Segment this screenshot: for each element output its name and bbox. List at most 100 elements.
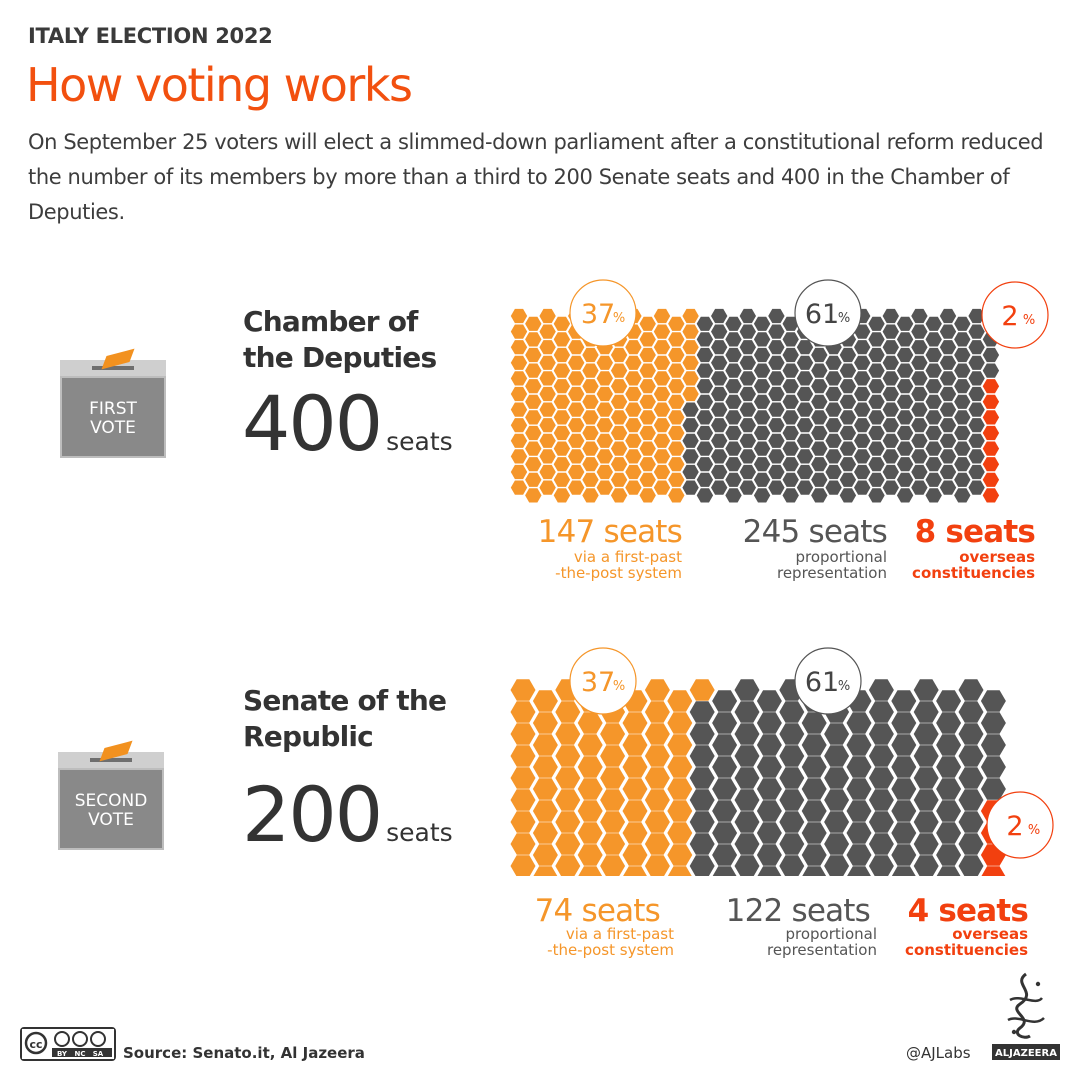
seat-hex xyxy=(712,822,738,844)
seat-hex xyxy=(555,833,581,855)
seat-hex xyxy=(925,457,942,472)
seat-hex xyxy=(696,472,714,487)
seat-hex xyxy=(639,472,656,487)
seat-hex xyxy=(510,833,536,855)
seat-hex xyxy=(539,324,556,339)
seat-hex xyxy=(796,371,814,386)
seat-hex xyxy=(846,734,872,756)
seat-hex xyxy=(756,844,782,866)
seat-hex xyxy=(753,425,771,441)
seat-hex xyxy=(839,394,857,409)
seat-hex xyxy=(625,371,642,386)
seat-hex xyxy=(553,488,571,503)
seat-hex xyxy=(568,371,585,386)
seat-hex xyxy=(825,464,842,480)
seat-hex xyxy=(811,379,828,394)
seat-hex xyxy=(768,464,785,480)
seat-hex xyxy=(711,418,728,433)
seat-hex xyxy=(510,745,536,767)
seat-hex xyxy=(725,379,742,394)
seat-hex xyxy=(712,866,737,876)
seat-hex xyxy=(711,340,728,355)
seat-hex xyxy=(610,379,628,394)
seat-hex xyxy=(854,324,871,339)
seat-hex xyxy=(779,745,805,767)
seat-hex xyxy=(768,449,785,464)
seat-hex xyxy=(725,332,742,347)
seat-hex xyxy=(911,418,928,433)
seat-hex xyxy=(839,379,857,394)
seat-hex xyxy=(882,308,899,324)
seat-hex xyxy=(668,363,685,378)
ballot-box-body xyxy=(58,768,164,850)
seat-hex xyxy=(539,355,556,370)
seat-hex xyxy=(625,355,642,370)
seat-hex xyxy=(639,379,656,394)
seat-hex xyxy=(968,371,985,386)
seat-hex xyxy=(825,355,842,370)
seat-hex xyxy=(868,379,885,394)
seat-hex xyxy=(667,800,693,822)
seat-hex xyxy=(939,371,957,386)
seat-hex xyxy=(539,308,556,324)
seat-hex xyxy=(639,316,656,331)
seat-hex xyxy=(882,371,899,386)
seat-hex xyxy=(625,464,642,480)
seat-hex xyxy=(796,464,814,480)
seat-hex xyxy=(911,480,928,495)
seat-hex xyxy=(667,734,693,756)
svg-text:37: 37 xyxy=(581,299,615,330)
seat-hex xyxy=(756,756,782,778)
seat-hex xyxy=(622,844,648,866)
seat-hex xyxy=(596,386,613,402)
seat-hex xyxy=(668,379,685,394)
seat-hex xyxy=(982,441,1000,456)
seat-hex xyxy=(913,701,939,723)
seat-hex xyxy=(801,712,827,734)
seat-hex xyxy=(739,433,756,448)
seat-hex xyxy=(712,690,738,712)
seat-hex xyxy=(539,386,556,402)
seat-hex xyxy=(925,472,942,487)
seat-hex xyxy=(510,789,536,811)
seat-hex xyxy=(682,464,699,480)
seat-hex xyxy=(553,332,571,347)
seat-hex xyxy=(825,449,842,464)
seat-hex xyxy=(568,386,585,402)
percent-badge: 2 % xyxy=(981,281,1049,349)
seat-hex xyxy=(925,441,942,456)
seat-hex xyxy=(553,457,571,472)
seat-hex xyxy=(981,866,1006,876)
seat-hex xyxy=(622,712,648,734)
seat-hex xyxy=(532,822,558,844)
seat-hex xyxy=(725,410,742,425)
seat-hex xyxy=(510,701,536,723)
seat-hex xyxy=(667,756,693,778)
seat-hex xyxy=(568,418,585,433)
social-handle: @AJLabs xyxy=(906,1044,971,1062)
seat-hex xyxy=(555,789,581,811)
seat-hex xyxy=(868,723,894,745)
seat-hex xyxy=(968,308,985,324)
seat-hex xyxy=(653,418,671,433)
seat-hex xyxy=(782,379,799,394)
segment-desc: overseas constituencies xyxy=(912,548,1035,582)
seat-hex xyxy=(610,425,628,441)
kicker: ITALY ELECTION 2022 xyxy=(28,24,273,48)
seat-hex xyxy=(653,308,671,324)
seat-hex xyxy=(811,410,828,425)
seat-hex xyxy=(868,855,894,876)
chamber-name: Senate of the Republic xyxy=(243,684,447,753)
seat-hex xyxy=(711,371,728,386)
seat-hex xyxy=(682,340,699,355)
seat-hex xyxy=(954,441,971,456)
seat-hex xyxy=(913,855,939,876)
seat-hex xyxy=(596,355,613,370)
seat-hex xyxy=(868,789,894,811)
seat-hex xyxy=(958,811,984,833)
seat-hex xyxy=(824,767,850,789)
seat-hex xyxy=(532,712,558,734)
seat-hex xyxy=(510,723,536,745)
seat-hex xyxy=(734,789,760,811)
seat-hex xyxy=(854,355,871,370)
